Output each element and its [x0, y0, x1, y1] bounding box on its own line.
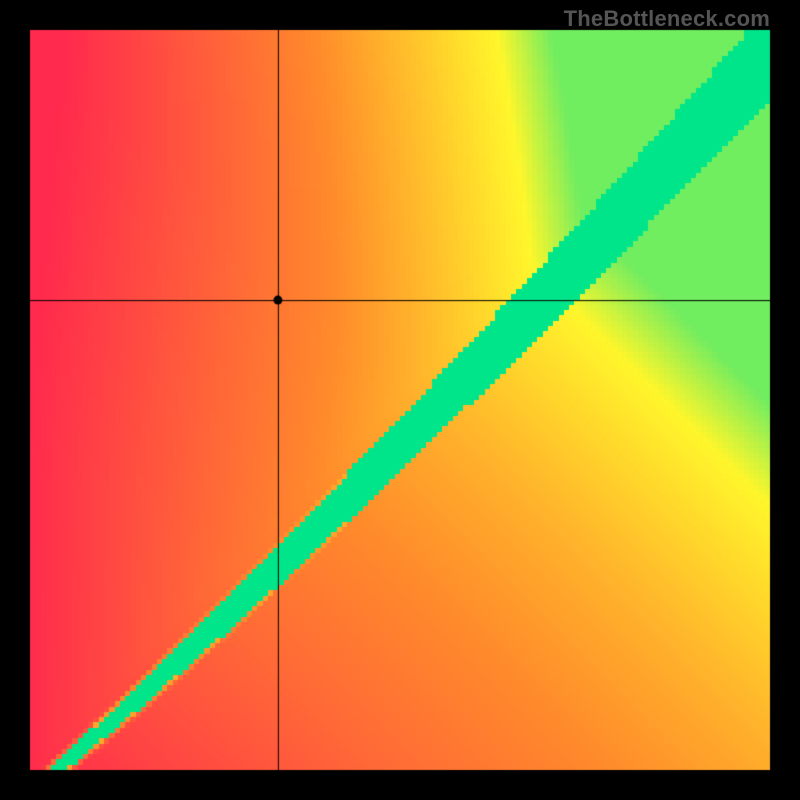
watermark-text: TheBottleneck.com: [564, 6, 770, 32]
bottleneck-heatmap: [0, 0, 800, 800]
chart-frame: TheBottleneck.com: [0, 0, 800, 800]
